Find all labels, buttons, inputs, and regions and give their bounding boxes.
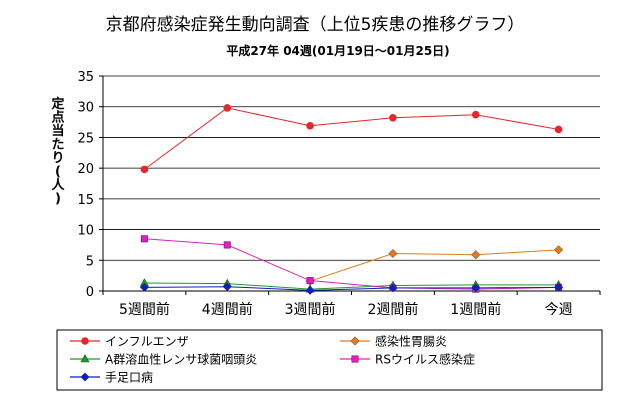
series-1 [140,104,563,174]
data-point [554,282,564,292]
data-point [554,125,563,134]
data-point [140,165,149,174]
data-point [306,121,314,130]
data-point [223,241,231,249]
x-tick-label: 4週間前 [202,301,253,318]
data-point [388,248,398,259]
y-label-text: 定点当たり(人) [50,96,65,207]
y-tick-label: 10 [77,224,94,239]
data-point [471,110,480,119]
data-point [306,277,314,285]
y-tick-label: 15 [77,193,94,208]
y-tick-label: 25 [77,131,94,146]
series-line [144,282,559,290]
data-point [471,283,481,293]
x-tick-label: 今週 [545,302,573,318]
legend-item: インフルエンザ [70,335,189,349]
series-line [144,107,559,170]
series-line [144,238,559,290]
data-point [223,104,232,112]
grid [99,75,600,292]
data-point [388,283,398,293]
legend-marker [350,336,360,346]
data-point [471,250,481,260]
legend-item: 感染性胃腸炎 [340,334,447,349]
x-tick-label: 1週間前 [450,301,501,318]
legend-item: RSウイルス感染症 [340,352,475,367]
legend-marker [351,355,359,363]
chart-title: 京都府感染症発生動向調査（上位5疾患の推移グラフ） [106,15,525,35]
data-point [139,282,149,292]
y-tick-label: 5 [86,254,94,269]
legend-item: A群溶血性レンサ球菌咽頭炎 [70,352,257,367]
y-tick-label: 35 [77,70,94,85]
data-point [305,285,315,295]
x-tick-label: 3週間前 [285,301,336,318]
legend-label: A群溶血性レンサ球菌咽頭炎 [105,352,257,367]
series-3 [139,278,564,293]
legend-label: インフルエンザ [105,335,189,349]
series-group [139,104,564,295]
legend-label: 感染性胃腸炎 [375,334,447,349]
data-point [389,113,397,122]
y-ticks: 0 5 10 15 20 25 30 35 [77,70,94,300]
x-ticks: 5週間前 4週間前 3週間前 2週間前 1週間前 今週 [102,291,601,318]
legend-marker [80,354,90,363]
x-tick-label: 5週間前 [119,301,170,318]
legend-marker [81,337,89,345]
legend-box [56,329,603,391]
legend-marker [80,372,90,382]
series-line [309,249,559,282]
series-5 [139,282,564,295]
data-point [554,245,564,255]
x-tick-label: 2週間前 [367,301,418,318]
data-point [222,282,232,292]
legend-item: 手足口病 [70,370,153,385]
chart-subtitle: 平成27年 04週(01月19日〜01月25日) [226,43,449,58]
y-tick-label: 20 [77,162,94,177]
y-axis-label: 定点当たり(人) [50,96,65,207]
legend-label: 手足口病 [105,370,153,385]
y-tick-label: 30 [77,101,94,116]
legend-label: RSウイルス感染症 [375,352,475,367]
series-2 [305,245,564,286]
series-line [144,286,559,291]
data-point [140,235,148,243]
y-tick-label: 0 [86,285,94,300]
